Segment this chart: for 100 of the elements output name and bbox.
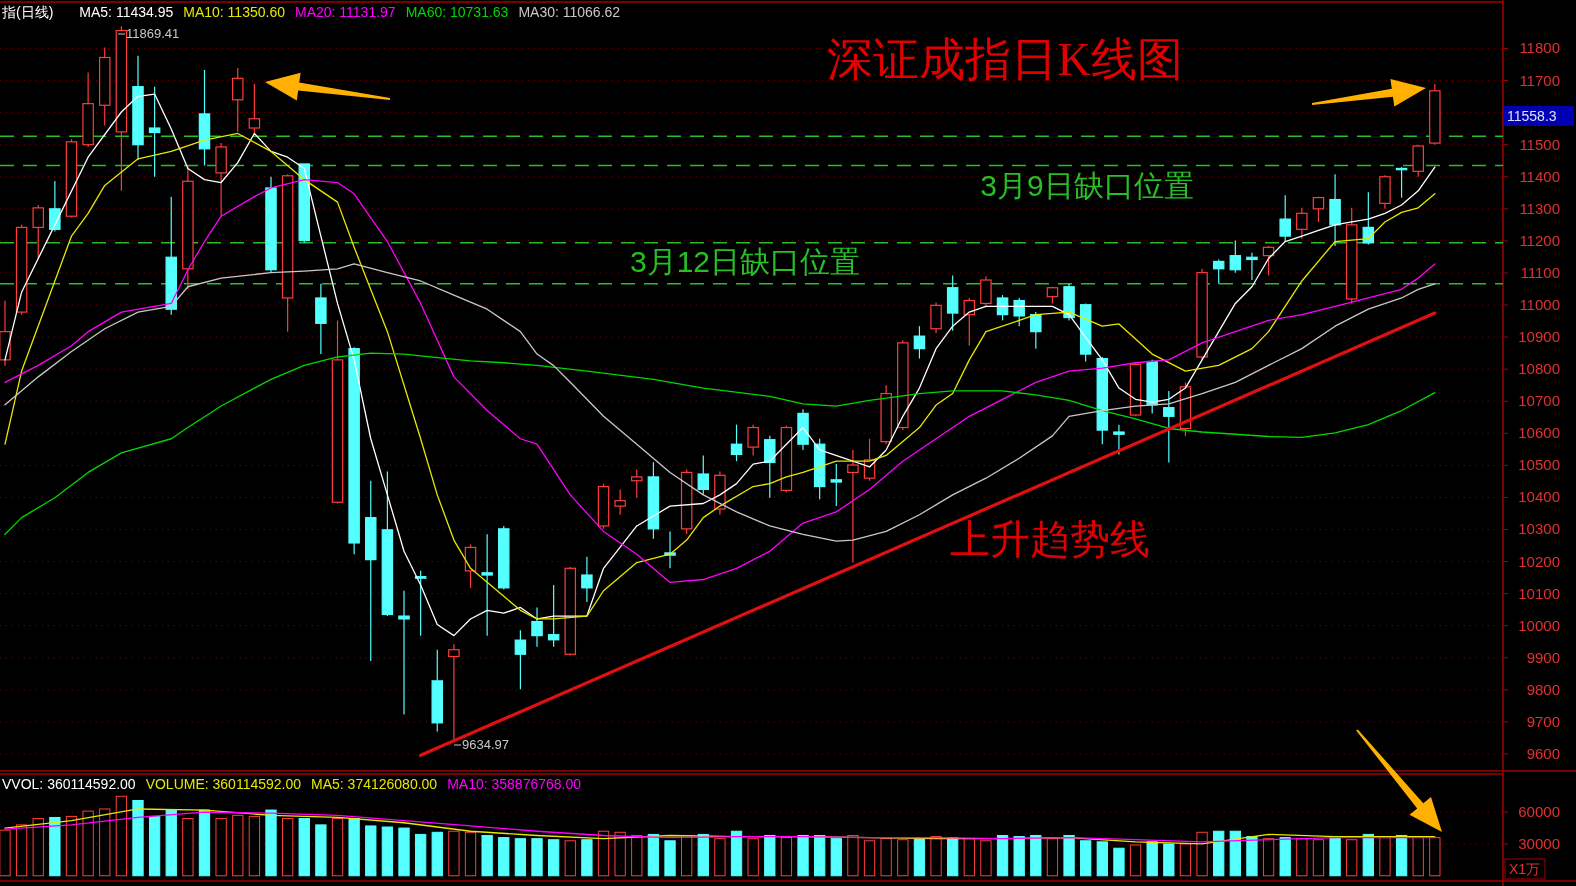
candlestick [697,454,710,496]
annotation: 9634.97 [462,737,509,752]
candlestick [232,67,244,133]
bar [847,834,859,877]
bar [1312,839,1325,877]
bar [431,831,443,877]
bar [1262,838,1275,877]
bar [730,830,743,877]
candlestick [248,83,261,136]
bar [32,818,44,877]
bar [1429,837,1441,877]
bar [1096,841,1108,877]
text: MA30: 11066.62 [518,4,621,20]
bar [1196,831,1208,877]
bar [1063,834,1075,877]
annotation: 上升趋势线 [950,517,1150,562]
y-tick-label: 9800 [1526,680,1560,698]
bar [182,818,194,877]
bar [281,818,294,877]
bar [148,815,161,877]
bar [647,833,660,877]
y-tick-label: 11000 [1519,296,1560,314]
bar [132,800,144,877]
bar [631,834,643,877]
y-tick-label: 10600 [1518,424,1560,442]
candlestick [913,325,926,360]
text: MA60: 10731.63 [405,4,509,20]
y-tick-label: 11300 [1519,199,1560,217]
y-tick-label: 9700 [1526,712,1560,730]
y-axis-title: X1万 [1509,861,1541,877]
bar [1163,843,1175,877]
candlestick [398,590,410,716]
ref-line-label: 3月12日缺口位置 [629,244,861,278]
bar [581,839,593,877]
bar [996,834,1009,877]
bar [82,810,94,877]
annotation: VOLUME: 360114592.00 [145,776,302,792]
series-label: VVOL: 360114592.00 [2,776,136,792]
bar [232,814,244,877]
bar [548,839,560,877]
candlestick [963,297,976,347]
bar [115,795,128,877]
candlestick [764,435,776,499]
y-tick-label: 11100 [1520,263,1560,281]
candlestick [996,294,1009,322]
bar [298,818,310,877]
bar [531,838,543,877]
candlestick [1229,239,1242,274]
bar [980,840,992,877]
bar [897,839,909,877]
bar [913,838,926,877]
bar [331,818,344,877]
bar [1179,843,1192,877]
bar [365,825,377,877]
candlestick [1212,258,1225,285]
bar [65,815,78,877]
candlestick [930,301,942,334]
bar [1395,834,1408,877]
bar [1013,836,1025,877]
bar [348,818,360,877]
candlestick [1030,311,1042,350]
bar [15,824,28,877]
bar [0,829,11,877]
bar [564,840,576,877]
y-tick-label: 10500 [1518,456,1560,474]
candlestick [1013,297,1025,327]
candlestick [1163,390,1175,464]
text: 11558.3 [1507,108,1557,124]
annotation: 11869.41 [126,26,180,41]
bar [714,838,726,877]
bar [248,815,261,877]
candlestick [1113,424,1125,456]
candlestick [730,424,743,462]
bar [1279,837,1291,877]
bar [481,834,493,877]
bar [1346,839,1358,877]
bar [764,834,776,877]
text: MA20: 11131.97 [294,4,396,20]
bar [414,833,427,877]
bar [1030,834,1042,877]
candlestick [547,584,560,648]
text: MA5: 11434.95 [79,4,174,20]
y-tick-label: 11400 [1519,167,1560,185]
candlestick [531,606,543,648]
candlestick [614,488,626,516]
candlestick [631,468,643,499]
candlestick [481,533,493,637]
bar [664,840,676,877]
bar [947,837,959,877]
bar [814,834,826,877]
y-tick-label: 11700 [1519,71,1560,89]
bar [681,834,693,877]
chart-subtitle: 指(日线) [1,4,54,20]
bar [498,837,510,877]
y-tick-label: 10000 [1518,616,1560,634]
bar [1379,837,1391,877]
candlestick [830,463,843,507]
y-tick-label: 11200 [1519,231,1560,249]
bar [597,830,610,877]
bar [797,834,809,877]
